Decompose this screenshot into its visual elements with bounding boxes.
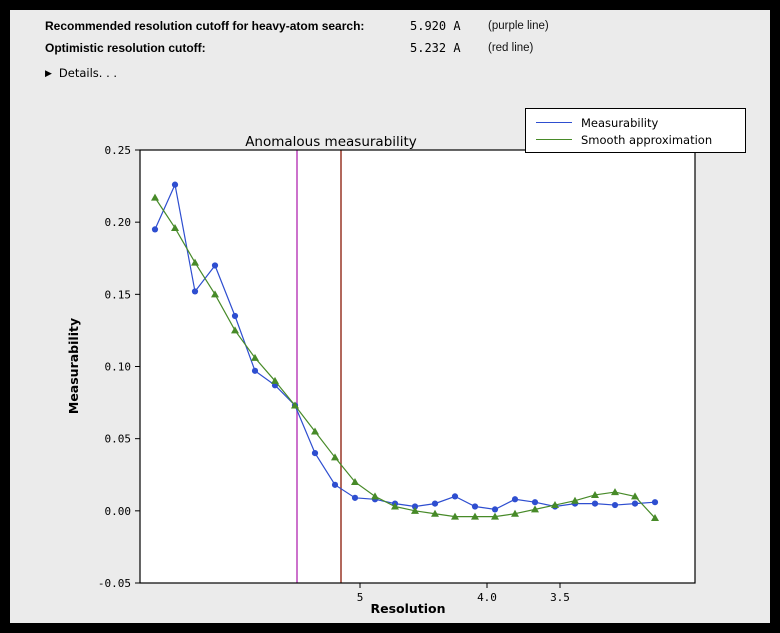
marker-circle: [491, 506, 499, 513]
marker-triangle: [431, 509, 439, 517]
recommended-cutoff-value: 5.920 A: [410, 19, 461, 33]
y-tick-label: -0.05: [98, 577, 131, 590]
legend-entry-smooth: Smooth approximation: [536, 131, 735, 148]
y-tick-label: 0.25: [105, 144, 132, 157]
marker-circle: [531, 499, 539, 506]
chart-legend: Measurability Smooth approximation: [525, 108, 746, 153]
marker-circle: [611, 501, 619, 509]
marker-triangle: [391, 502, 399, 510]
plot-area: [140, 150, 695, 583]
chart-canvas: -0.05 0.00 0.05 0.10 0.15 0.20 0.25 5 4.0 3.5 Anom…: [66, 134, 696, 616]
marker-triangle: [451, 512, 459, 520]
x-tick-label: 3.5: [550, 591, 570, 604]
marker-circle: [251, 367, 259, 374]
marker-circle: [191, 288, 199, 295]
recommended-cutoff-label: Recommended resolution cutoff for heavy-…: [45, 19, 365, 33]
chart-title: Anomalous measurability: [245, 134, 417, 150]
marker-circle: [211, 262, 219, 269]
recommended-cutoff-note: (purple line): [488, 20, 549, 32]
marker-triangle: [471, 512, 479, 520]
marker-triangle: [551, 501, 559, 509]
marker-circle: [331, 481, 339, 488]
marker-triangle: [651, 514, 659, 522]
optimistic-cutoff-label: Optimistic resolution cutoff:: [45, 41, 206, 55]
series-line-smooth: [154, 197, 656, 519]
optimistic-cutoff-value: 5.232 A: [410, 41, 461, 55]
marker-triangle: [411, 506, 419, 514]
marker-triangle: [151, 193, 159, 201]
marker-circle: [511, 496, 519, 503]
marker-triangle: [271, 376, 279, 384]
y-tick-label: 0.10: [105, 361, 132, 374]
details-label: Details. . .: [58, 66, 118, 80]
y-axis-label: Measurability: [66, 318, 81, 414]
marker-circle: [451, 493, 459, 500]
marker-circle: [431, 500, 439, 507]
marker-triangle: [171, 223, 179, 231]
marker-triangle: [291, 401, 299, 409]
optimistic-cutoff-note: (red line): [488, 42, 534, 54]
marker-circle: [151, 226, 159, 233]
legend-label-measurability: Measurability: [581, 115, 659, 130]
marker-triangle: [211, 290, 219, 298]
marker-circle: [591, 500, 599, 507]
x-tick-label: 5: [357, 591, 364, 604]
recommended-cutoff-row: Recommended resolution cutoff for heavy-…: [10, 19, 770, 39]
marker-triangle: [531, 505, 539, 513]
y-tick-label: 0.00: [105, 505, 132, 518]
marker-triangle: [351, 477, 359, 485]
legend-line-sample-smooth: [536, 139, 572, 140]
marker-triangle: [611, 488, 619, 496]
details-toggle[interactable]: ▶ Details. . .: [45, 66, 117, 80]
legend-entry-measurability: Measurability: [536, 114, 735, 131]
marker-circle: [631, 500, 639, 507]
disclosure-triangle-icon: ▶: [45, 67, 52, 78]
marker-triangle: [631, 492, 639, 500]
marker-circle: [471, 503, 479, 510]
marker-triangle: [311, 427, 319, 435]
marker-triangle: [511, 509, 519, 517]
marker-triangle: [191, 258, 199, 266]
marker-triangle: [591, 490, 599, 498]
marker-circle: [351, 494, 359, 501]
optimistic-cutoff-row: Optimistic resolution cutoff: 5.232 A (r…: [10, 41, 770, 61]
series-line-measurability: [154, 182, 656, 511]
marker-triangle: [251, 353, 259, 361]
main-panel: Recommended resolution cutoff for heavy-…: [10, 10, 770, 623]
marker-triangle: [491, 512, 499, 520]
marker-circle: [171, 181, 179, 188]
y-tick-label: 0.15: [105, 288, 132, 301]
marker-triangle: [571, 496, 579, 504]
marker-circle: [231, 312, 239, 320]
marker-circle: [311, 450, 319, 457]
x-axis-label: Resolution: [370, 601, 445, 616]
marker-triangle: [231, 326, 239, 334]
marker-triangle: [371, 492, 379, 500]
marker-circle: [411, 503, 419, 510]
marker-circle: [651, 499, 659, 506]
legend-line-sample-measurability: [536, 122, 572, 123]
y-tick-label: 0.20: [105, 216, 132, 229]
x-tick-label: 4.0: [477, 591, 497, 604]
legend-label-smooth: Smooth approximation: [581, 132, 713, 147]
marker-triangle: [331, 453, 339, 461]
y-tick-label: 0.05: [105, 433, 132, 446]
